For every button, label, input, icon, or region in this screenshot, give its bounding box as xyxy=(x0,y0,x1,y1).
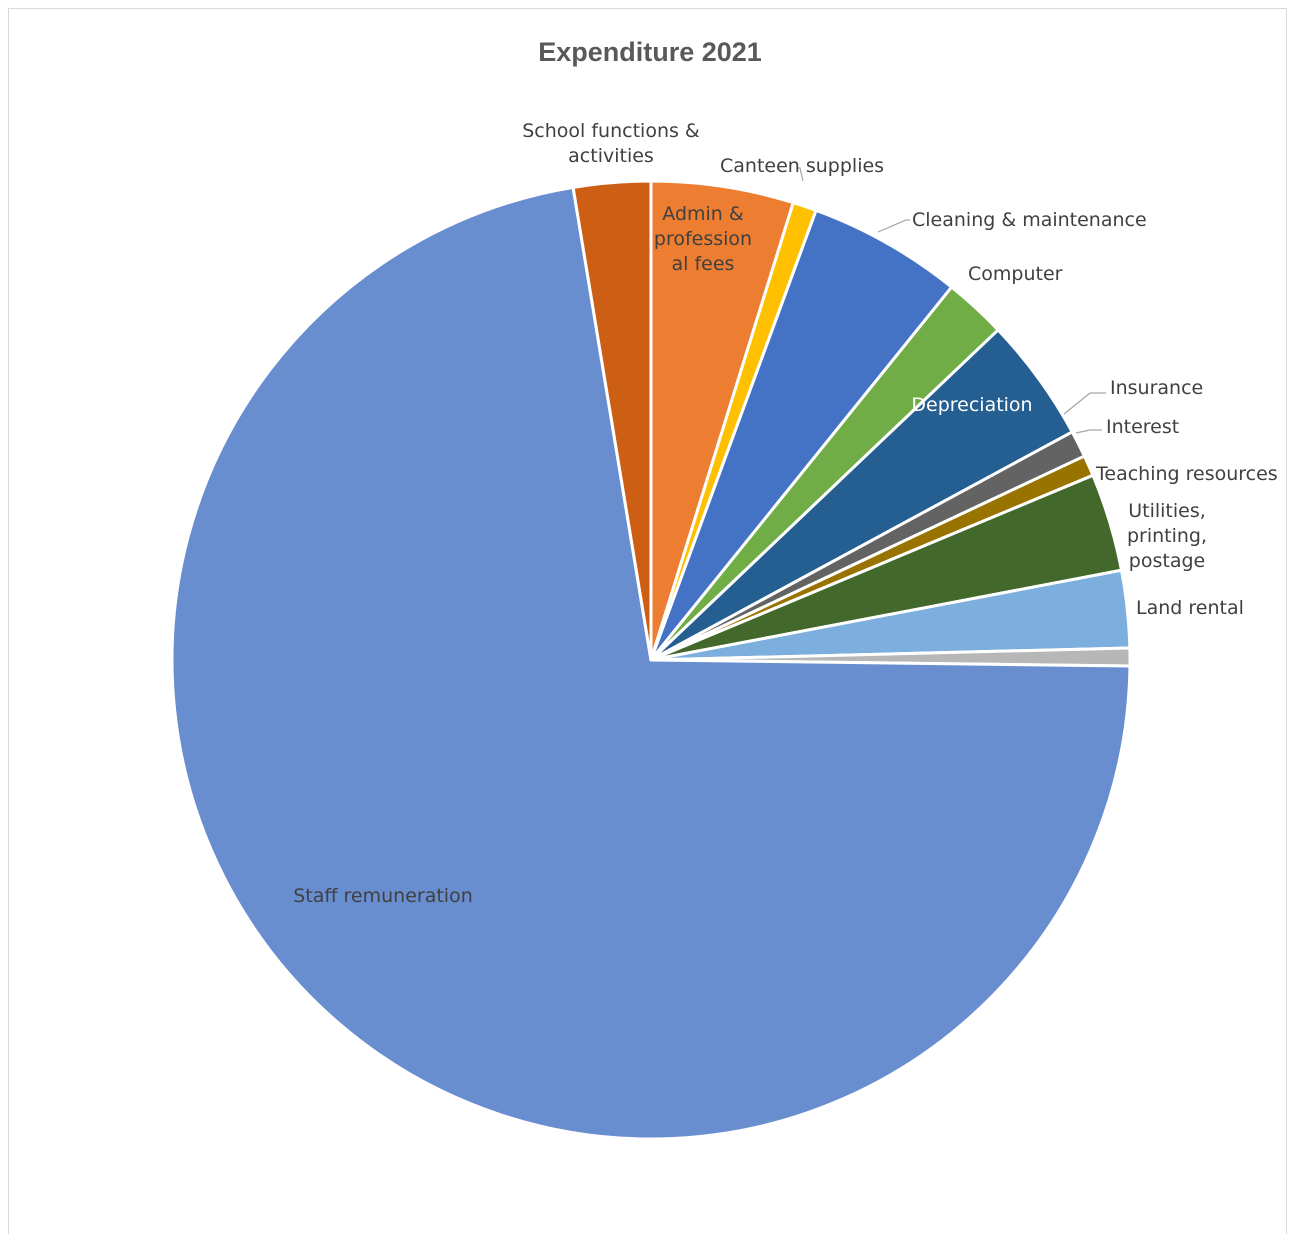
pie-slice-cleaning-maintenance xyxy=(649,208,954,662)
slice-label-line: Insurance xyxy=(1110,377,1203,399)
slice-label-utilities-printing-postage: Utilities, printing, postage xyxy=(1127,500,1207,572)
slice-label-insurance: Insurance xyxy=(1110,377,1203,399)
slice-label-line: Land rental xyxy=(1136,597,1244,619)
slice-label-teaching-resources: Teaching resources xyxy=(1095,463,1278,485)
slice-label-line: Interest xyxy=(1106,416,1179,438)
slice-label-admin-profession-al-fees: Admin & profession al fees xyxy=(654,203,752,275)
slice-label-line: Cleaning & maintenance xyxy=(912,209,1147,231)
slice-label-line: Depreciation xyxy=(911,394,1032,416)
slice-label-staff-remuneration: Staff remuneration xyxy=(293,885,473,907)
leader-lines xyxy=(798,167,1106,434)
slice-label-line: al fees xyxy=(672,253,735,275)
leader-line-insurance xyxy=(1063,392,1106,415)
chart-title: Expenditure 2021 xyxy=(538,37,762,67)
slice-label-line: Utilities, xyxy=(1128,500,1206,522)
slice-label-line: Admin & xyxy=(662,203,744,225)
slice-label-line: printing, xyxy=(1127,525,1207,547)
slice-label-land-rental: Land rental xyxy=(1136,597,1244,619)
leader-line-cleaning-maintenance xyxy=(877,219,910,233)
slice-label-line: postage xyxy=(1129,550,1205,572)
slice-label-school-functions-activities: School functions & activities xyxy=(522,120,700,167)
slice-label-depreciation: Depreciation xyxy=(911,394,1032,416)
leader-line-canteen-supplies xyxy=(798,167,804,182)
pie-slice-staff-remuneration xyxy=(170,185,1132,1141)
pie-slices xyxy=(170,179,1132,1141)
pie-slice-school-functions-activities xyxy=(571,179,653,662)
slice-label-line: activities xyxy=(568,145,654,167)
leader-line-interest xyxy=(1075,429,1102,434)
slice-labels: Admin & profession al fees Canteen supplies… xyxy=(293,120,1277,907)
slice-label-line: Staff remuneration xyxy=(293,885,473,907)
slice-label-line: Canteen supplies xyxy=(720,155,884,177)
slice-label-cleaning-maintenance: Cleaning & maintenance xyxy=(912,209,1147,231)
slice-label-computer: Computer xyxy=(968,263,1063,285)
slice-label-line: Teaching resources xyxy=(1095,463,1278,485)
slice-label-canteen-supplies: Canteen supplies xyxy=(720,155,884,177)
slice-label-interest: Interest xyxy=(1106,416,1179,438)
slice-label-line: profession xyxy=(654,228,752,250)
slice-label-line: School functions & xyxy=(522,120,700,142)
slice-label-line: Computer xyxy=(968,263,1063,285)
